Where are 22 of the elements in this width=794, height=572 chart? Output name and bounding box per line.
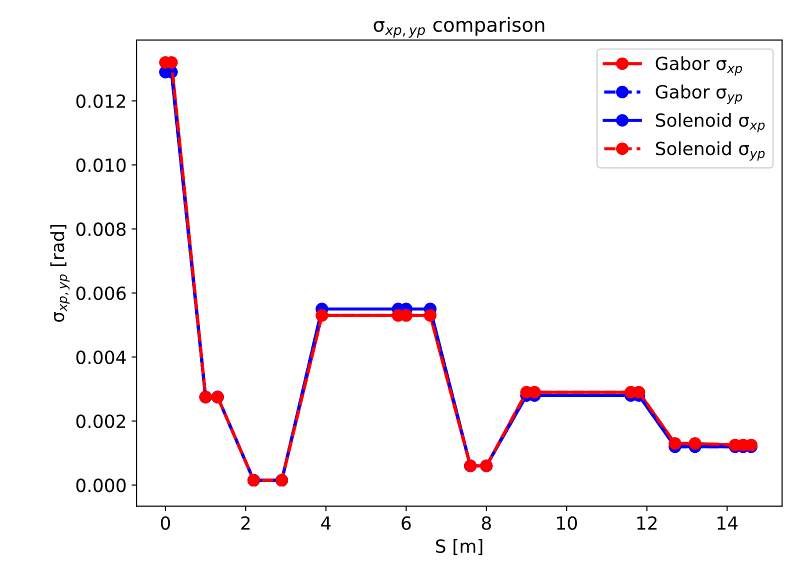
x-tick-label: 12: [637, 516, 657, 530]
x-axis-title: S [m]: [436, 538, 482, 556]
x-tick-label: 10: [557, 516, 577, 530]
y-tick-label: 0.004: [76, 350, 126, 364]
x-tick-label: 0: [160, 516, 170, 530]
x-tick-label: 8: [482, 516, 491, 530]
y-tick-label: 0.002: [76, 414, 126, 428]
legend-label: Gabor σ$_{yp}$: [656, 84, 742, 104]
y-tick-label: 0.010: [76, 158, 126, 172]
y-tick-label: 0.006: [76, 286, 126, 300]
y-tick-label: 0.012: [76, 94, 126, 108]
x-tick-label: 2: [241, 516, 250, 530]
y-tick-label: 0.000: [76, 478, 126, 492]
y-tick-label: 0.008: [76, 222, 126, 236]
x-tick-label: 6: [402, 516, 411, 530]
chart-title: σ$_{xp,yp}$ comparison: [374, 16, 544, 38]
legend-label: Solenoid σ$_{xp}$: [656, 112, 765, 132]
legend-label: Solenoid σ$_{yp}$: [656, 141, 765, 161]
legend-label: Gabor σ$_{xp}$: [656, 56, 742, 76]
x-tick-label: 14: [718, 516, 738, 530]
y-axis-title: σ$_{xp,yp}$ [rad]: [50, 225, 70, 322]
x-tick-label: 4: [321, 516, 331, 530]
